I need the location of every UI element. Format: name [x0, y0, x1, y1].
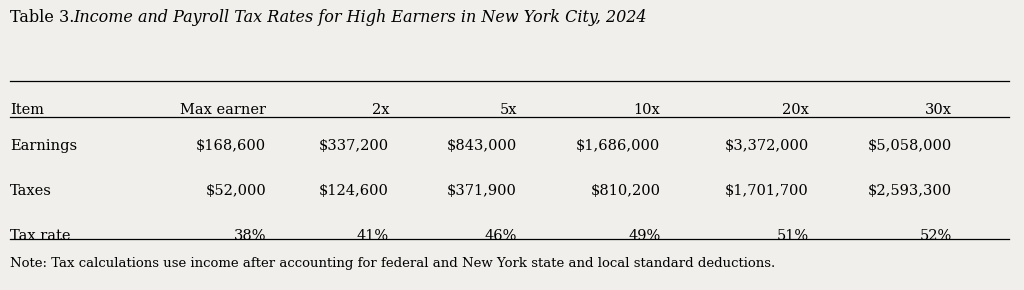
- Text: Earnings: Earnings: [10, 139, 78, 153]
- Text: $843,000: $843,000: [446, 139, 517, 153]
- Text: Note: Tax calculations use income after accounting for federal and New York stat: Note: Tax calculations use income after …: [10, 257, 775, 270]
- Text: Tax rate: Tax rate: [10, 229, 71, 243]
- Text: 10x: 10x: [634, 103, 660, 117]
- Text: $1,686,000: $1,686,000: [577, 139, 660, 153]
- Text: Item: Item: [10, 103, 44, 117]
- Text: $337,200: $337,200: [319, 139, 389, 153]
- Text: 46%: 46%: [484, 229, 517, 243]
- Text: $3,372,000: $3,372,000: [725, 139, 809, 153]
- Text: $124,600: $124,600: [319, 184, 389, 198]
- Text: Table 3.: Table 3.: [10, 9, 80, 26]
- Text: $168,600: $168,600: [197, 139, 266, 153]
- Text: 2x: 2x: [372, 103, 389, 117]
- Text: 51%: 51%: [777, 229, 809, 243]
- Text: 49%: 49%: [629, 229, 660, 243]
- Text: Taxes: Taxes: [10, 184, 52, 198]
- Text: 20x: 20x: [782, 103, 809, 117]
- Text: 30x: 30x: [926, 103, 952, 117]
- Text: Income and Payroll Tax Rates for High Earners in New York City, 2024: Income and Payroll Tax Rates for High Ea…: [74, 9, 647, 26]
- Text: Max earner: Max earner: [180, 103, 266, 117]
- Text: $52,000: $52,000: [206, 184, 266, 198]
- Text: 52%: 52%: [921, 229, 952, 243]
- Text: $2,593,300: $2,593,300: [868, 184, 952, 198]
- Text: $1,701,700: $1,701,700: [725, 184, 809, 198]
- Text: $371,900: $371,900: [447, 184, 517, 198]
- Text: 41%: 41%: [357, 229, 389, 243]
- Text: $810,200: $810,200: [591, 184, 660, 198]
- Text: 5x: 5x: [500, 103, 517, 117]
- Text: 38%: 38%: [233, 229, 266, 243]
- Text: $5,058,000: $5,058,000: [868, 139, 952, 153]
